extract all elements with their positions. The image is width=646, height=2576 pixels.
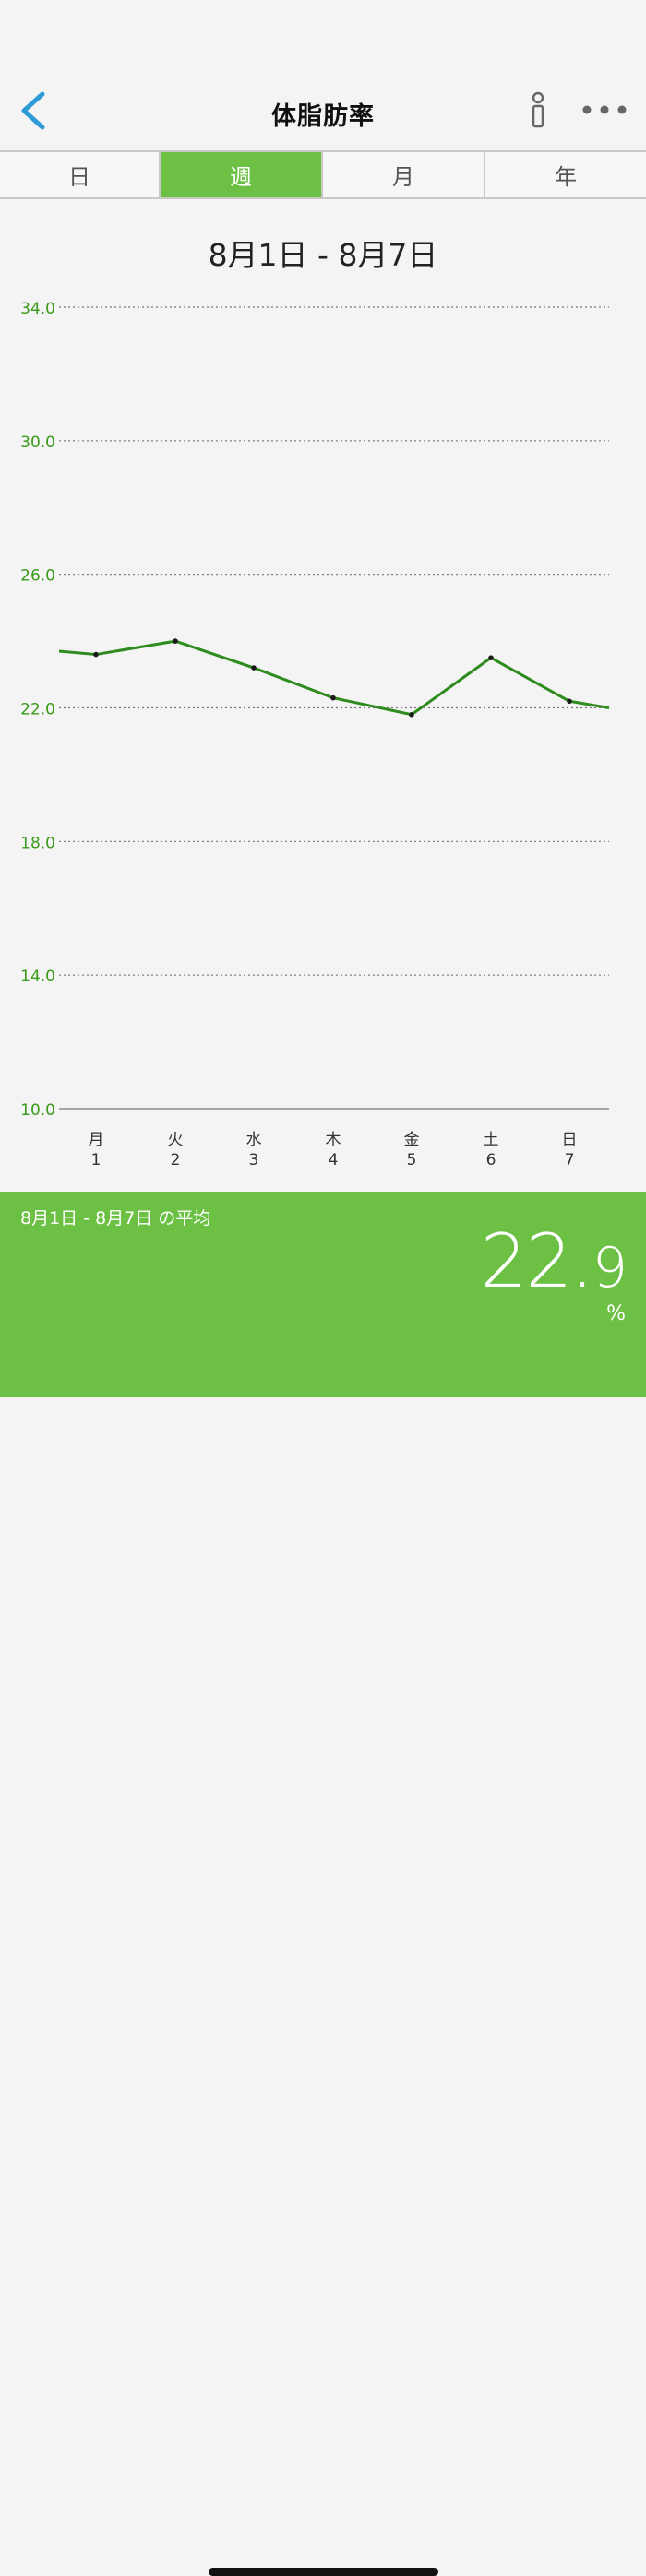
y-tick-label: 18.0 — [20, 834, 55, 852]
data-point — [173, 638, 178, 644]
y-tick-label: 26.0 — [20, 567, 55, 586]
data-point — [488, 655, 494, 660]
x-tick-weekday: 木 — [326, 1131, 341, 1149]
page-title: 体脂肪率 — [271, 102, 375, 131]
average-value: 22.9 — [481, 1225, 628, 1300]
body-fat-chart: 34.0 30.0 26.0 22.0 18.0 14.0 10.0 月 1 火 2 水 3 木 4 金 5 土 6… — [20, 300, 610, 1169]
header: 体脂肪率 — [0, 0, 646, 151]
data-point — [567, 698, 572, 705]
average-value-dec: 9 — [592, 1236, 628, 1300]
info-icon — [532, 91, 544, 128]
y-tick-label: 10.0 — [20, 1101, 55, 1120]
home-indicator — [209, 2568, 438, 2576]
series-line — [58, 639, 610, 717]
y-tick-label: 14.0 — [20, 967, 55, 986]
x-tick-weekday: 土 — [484, 1131, 499, 1149]
period-tabs: 日 週 月 年 — [0, 150, 646, 199]
y-tick-label: 22.0 — [20, 701, 55, 719]
tab-week[interactable]: 週 — [161, 152, 323, 197]
data-point — [93, 651, 99, 658]
x-tick-day: 6 — [486, 1151, 496, 1169]
tab-day[interactable]: 日 — [0, 152, 161, 197]
chevron-left-icon — [21, 91, 45, 130]
data-point — [330, 694, 336, 701]
x-tick-day: 5 — [407, 1151, 417, 1169]
y-tick-label: 30.0 — [20, 433, 55, 452]
y-tick-label: 34.0 — [20, 300, 55, 318]
x-tick-day: 2 — [171, 1151, 181, 1169]
average-unit: % — [606, 1302, 626, 1325]
average-value-int: 22. — [480, 1218, 594, 1304]
tab-year[interactable]: 年 — [555, 164, 577, 190]
info-button[interactable] — [526, 89, 554, 133]
x-tick-weekday: 日 — [562, 1131, 578, 1149]
x-tick-day: 3 — [249, 1151, 259, 1169]
x-tick-day: 4 — [329, 1151, 339, 1169]
tab-month[interactable]: 月 — [323, 152, 485, 197]
data-point — [251, 665, 257, 671]
x-tick-day: 1 — [91, 1151, 102, 1169]
x-tick-day: 7 — [565, 1151, 575, 1169]
average-panel: 8月1日 - 8月7日 の平均 22.9 % — [0, 1192, 646, 2576]
x-tick-weekday: 水 — [246, 1131, 262, 1149]
data-point — [409, 711, 414, 718]
average-label: 8月1日 - 8月7日 の平均 — [20, 1208, 211, 1229]
x-tick-weekday: 金 — [404, 1131, 420, 1149]
more-icon — [582, 105, 627, 114]
date-range: 8月1日 - 8月7日 — [208, 237, 438, 273]
more-button[interactable] — [578, 96, 631, 124]
x-tick-weekday: 火 — [168, 1131, 184, 1149]
x-tick-weekday: 月 — [89, 1131, 104, 1149]
back-button[interactable] — [13, 89, 54, 133]
